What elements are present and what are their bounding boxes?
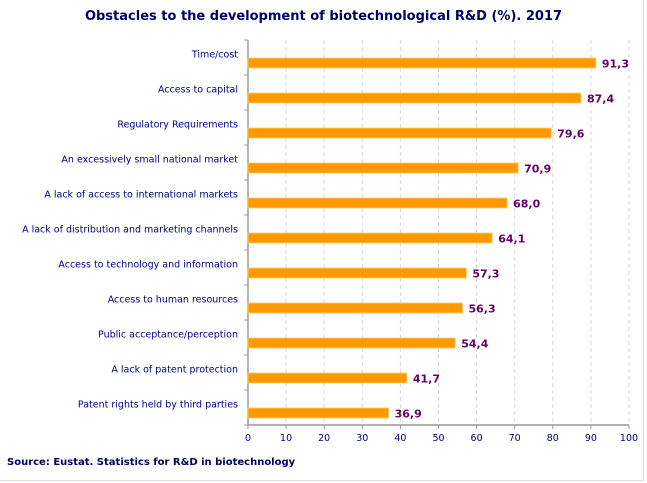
bar bbox=[247, 57, 597, 69]
chart-source: Source: Eustat. Statistics for R&D in bi… bbox=[7, 457, 296, 468]
category-label: Regulatory Requirements bbox=[117, 120, 238, 131]
bar bbox=[247, 127, 552, 139]
x-tick-label: 100 bbox=[620, 433, 638, 444]
value-label: 91,3 bbox=[602, 58, 629, 71]
bar bbox=[247, 197, 508, 209]
value-label: 56,3 bbox=[469, 303, 496, 316]
bar bbox=[247, 232, 493, 244]
bar bbox=[247, 407, 389, 419]
value-label: 68,0 bbox=[513, 198, 540, 211]
bar bbox=[247, 337, 456, 349]
value-label: 70,9 bbox=[524, 163, 551, 176]
x-tick-label: 20 bbox=[318, 433, 330, 444]
category-label: Patent rights held by third parties bbox=[78, 400, 238, 411]
value-label: 64,1 bbox=[498, 233, 525, 246]
category-label: Access to human resources bbox=[108, 295, 238, 306]
category-label: Access to technology and information bbox=[58, 260, 238, 271]
x-tick-label: 70 bbox=[509, 433, 521, 444]
value-label: 54,4 bbox=[461, 338, 488, 351]
category-label: A lack of distribution and marketing cha… bbox=[22, 225, 238, 236]
value-label: 41,7 bbox=[413, 373, 440, 386]
category-label: Time/cost bbox=[191, 50, 238, 61]
value-label: 36,9 bbox=[395, 408, 422, 421]
x-tick-label: 60 bbox=[471, 433, 483, 444]
value-label: 79,6 bbox=[557, 128, 584, 141]
value-label: 87,4 bbox=[587, 93, 614, 106]
x-tick-label: 40 bbox=[394, 433, 406, 444]
bar bbox=[247, 267, 467, 279]
bar bbox=[247, 302, 463, 314]
x-tick-label: 90 bbox=[585, 433, 597, 444]
x-tick-label: 80 bbox=[547, 433, 559, 444]
category-label: An excessively small national market bbox=[61, 155, 238, 166]
x-tick-label: 50 bbox=[432, 433, 444, 444]
bar bbox=[247, 372, 408, 384]
category-label: Access to capital bbox=[158, 85, 238, 96]
x-tick-label: 30 bbox=[356, 433, 368, 444]
category-label: A lack of patent protection bbox=[111, 365, 238, 376]
bar bbox=[247, 92, 582, 104]
x-tick-label: 0 bbox=[245, 433, 251, 444]
value-label: 57,3 bbox=[472, 268, 499, 281]
chart-title: Obstacles to the development of biotechn… bbox=[84, 9, 563, 24]
category-label: Public acceptance/perception bbox=[98, 330, 238, 341]
category-label: A lack of access to international market… bbox=[44, 190, 238, 201]
x-tick-label: 10 bbox=[280, 433, 292, 444]
bar bbox=[247, 162, 519, 174]
